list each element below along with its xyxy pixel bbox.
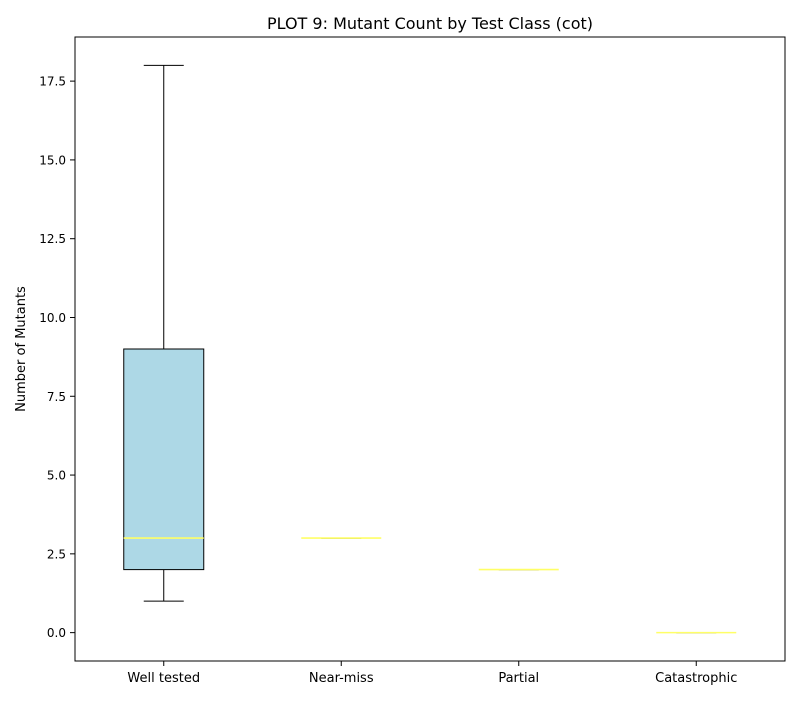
x-tick-label: Partial (498, 671, 539, 686)
x-tick-label: Near-miss (309, 671, 374, 686)
y-tick-label: 0.0 (47, 626, 66, 640)
x-tick-label: Well tested (127, 671, 200, 686)
y-tick-label: 2.5 (47, 547, 66, 561)
plot-frame (74, 36, 786, 662)
y-tick-label: 7.5 (47, 390, 66, 404)
x-tick-label: Catastrophic (655, 671, 737, 686)
y-tick-label: 12.5 (39, 232, 66, 246)
y-tick-label: 10.0 (39, 311, 66, 325)
y-tick-label: 17.5 (39, 75, 66, 89)
y-tick-label: 15.0 (39, 153, 66, 167)
chart-title: PLOT 9: Mutant Count by Test Class (cot) (267, 14, 593, 33)
plot-area: 0.0 2.5 5.0 7.5 10.0 12.5 15.0 17.5 Well tested N… (39, 64, 737, 686)
box-body (123, 348, 205, 571)
y-tick-label: 5.0 (47, 469, 66, 483)
y-axis-label: Number of Mutants (14, 286, 29, 412)
